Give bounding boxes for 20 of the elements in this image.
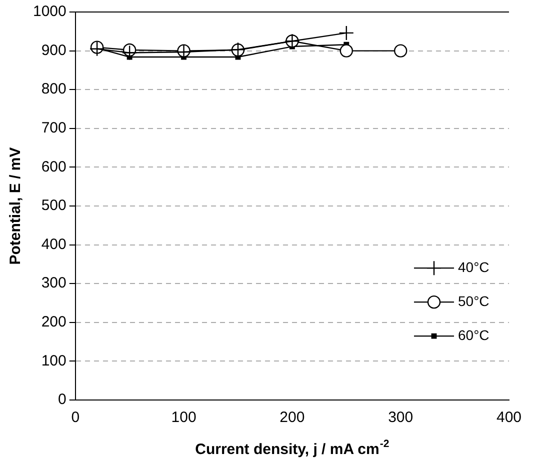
y-tick-label: 200 [41, 314, 66, 331]
legend-label: 50°C [458, 292, 490, 309]
legend-label: 60°C [458, 326, 490, 343]
x-tick-label: 0 [71, 409, 80, 426]
y-tick-label: 0 [58, 391, 66, 408]
y-tick-label: 500 [41, 197, 66, 214]
legend-label: 40°C [458, 258, 490, 275]
y-tick-label: 900 [41, 42, 66, 59]
x-tick-label: 400 [496, 409, 522, 426]
x-tick-label: 300 [388, 409, 414, 426]
y-tick-label: 600 [41, 158, 66, 176]
y-tick-label: 700 [41, 120, 66, 137]
y-axis-title: Potential, E / mV [7, 147, 24, 265]
y-tick-label: 100 [41, 352, 66, 370]
x-tick-label: 200 [280, 409, 305, 426]
y-tick-label: 400 [41, 236, 66, 253]
x-tick-label: 100 [171, 409, 196, 426]
y-tick-label: 800 [41, 80, 66, 98]
y-tick-label: 1000 [32, 3, 66, 20]
y-tick-label: 300 [41, 274, 66, 292]
